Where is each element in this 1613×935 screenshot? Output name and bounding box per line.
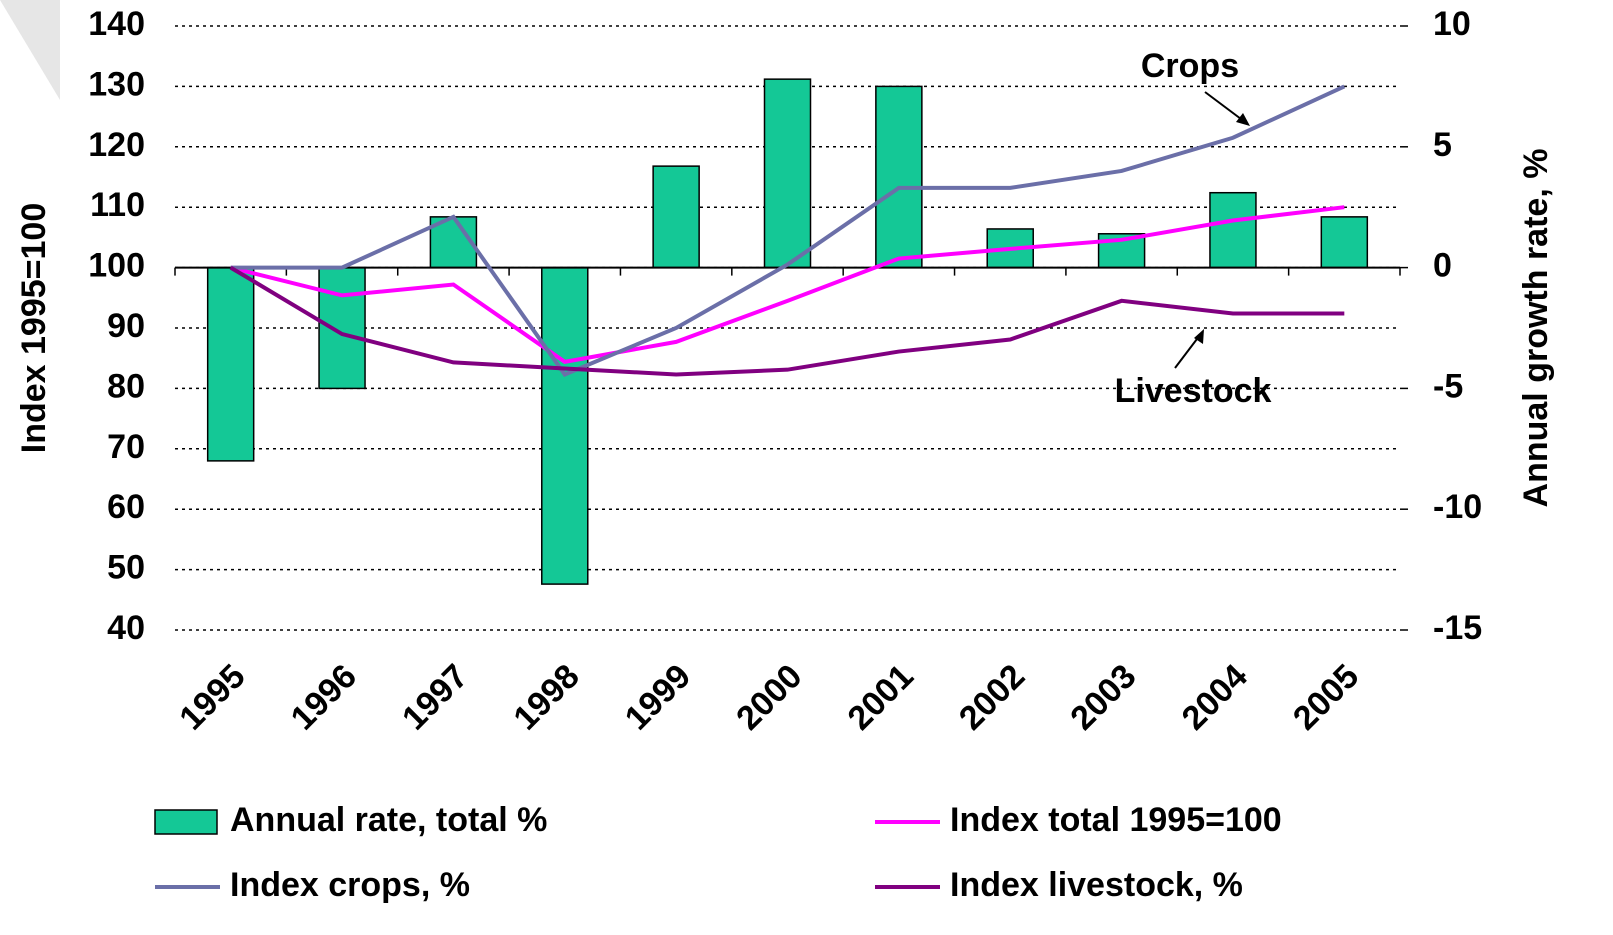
y2-tick-label: 10 [1433,5,1471,43]
bar [541,266,589,585]
bar [875,85,923,269]
line [230,205,1345,364]
y-axis-title: Index 1995=100 [15,203,53,453]
x-tick-label: 2005 [1286,657,1366,737]
line [229,265,1345,377]
annotation: Livestock [1115,372,1272,410]
x-tick-label: 2000 [729,657,809,737]
y-tick-label: 120 [88,126,145,164]
bar [763,78,812,269]
bar [318,266,366,390]
x-tick-label: 1995 [172,657,252,737]
y-tick-label: 90 [107,307,145,345]
x-tick-label: 1997 [395,657,475,737]
y-tick-label: 110 [90,186,145,224]
y-tick-label: 70 [107,428,145,466]
legend-label: Annual rate, total % [230,801,547,839]
annotation-arrow [1204,91,1246,123]
line [230,84,1346,377]
bar [206,266,255,462]
x-tick-label: 1999 [618,657,698,737]
x-tick-label: 2003 [1063,657,1143,737]
y2-tick-label: -10 [1433,488,1482,526]
legend-swatch [154,809,218,835]
legend-label: Index total 1995=100 [950,801,1282,839]
arrow-head [1194,329,1204,344]
y-tick-label: 40 [107,609,145,647]
annotation: Crops [1141,47,1239,85]
y-tick-label: 140 [88,5,145,43]
y-tick-label: 50 [107,549,145,587]
bar [652,165,700,269]
legend-label: Index crops, % [230,866,470,904]
corner-shape [0,0,60,100]
bar [1320,216,1369,269]
y2-tick-label: 0 [1433,247,1452,285]
x-tick-label: 1998 [506,657,586,737]
y2-tick-label: -5 [1433,367,1463,405]
legend-label: Index livestock, % [950,866,1243,904]
arrow-head [1236,113,1250,126]
y2-tick-label: 5 [1433,126,1452,164]
x-tick-label: 2001 [841,657,921,737]
bar [1209,191,1257,269]
y2-tick-label: -15 [1433,609,1482,647]
y-tick-label: 80 [107,367,145,405]
y-tick-label: 130 [88,65,145,103]
y-tick-label: 100 [88,247,145,285]
x-tick-label: 2004 [1175,657,1255,737]
y-tick-label: 60 [107,488,145,526]
annotation-arrow [1174,334,1201,369]
x-tick-label: 2002 [952,657,1032,737]
y2-axis-title: Annual growth rate, % [1517,149,1555,508]
bar [429,216,478,269]
x-tick-label: 1996 [284,657,364,737]
